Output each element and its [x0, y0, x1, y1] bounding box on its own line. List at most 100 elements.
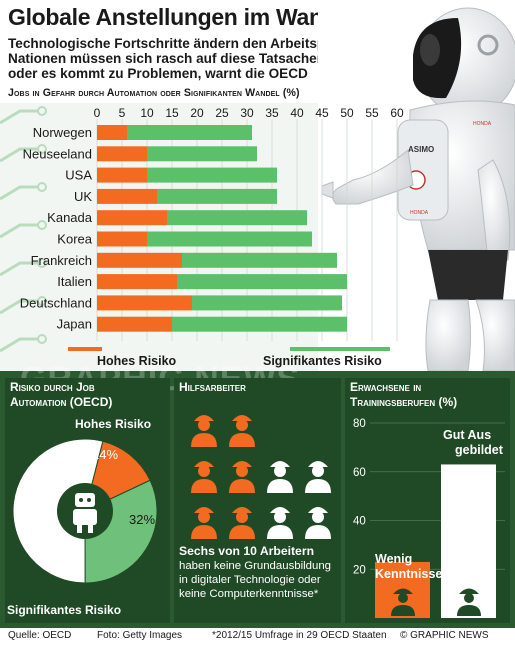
circuit-line	[0, 223, 38, 239]
x-tick-label: 25	[215, 106, 229, 120]
worker-body	[305, 525, 331, 539]
robot-icon-body	[73, 509, 97, 525]
pie-sig-pct: 32%	[129, 512, 155, 527]
worker-body	[191, 525, 217, 539]
worker-body	[305, 479, 331, 493]
worker-body	[267, 479, 293, 493]
stacked-bar-chart: 0 5 10 15 20 25 30 35 40 45 50 55 60 Norwegen Neuseela…	[0, 106, 404, 368]
robot-icon-eye	[79, 498, 83, 502]
bar-significant-risk	[172, 316, 347, 332]
panel-risk-title-b: Automation (OECD)	[10, 395, 113, 409]
robot-icon-leg	[77, 525, 82, 533]
category-label: Japan	[57, 317, 92, 332]
worker-head	[198, 511, 210, 523]
bar-high-risk	[97, 210, 167, 226]
robot-icon-leg	[88, 525, 93, 533]
circuit-node	[37, 144, 47, 154]
worker-body	[267, 525, 293, 539]
workers-grid	[191, 415, 331, 539]
bar-high-risk	[97, 125, 127, 140]
y-tick-label: 60	[353, 467, 366, 479]
bar-high-risk	[97, 252, 182, 268]
bar-significant-risk	[147, 231, 312, 247]
bar-label-well-trained-line2: gebildet	[455, 443, 504, 457]
circuit-line	[0, 261, 38, 277]
worker-icon	[459, 588, 479, 594]
footer: Quelle: OECD Foto: Getty Images *2012/15…	[0, 628, 515, 646]
bar-significant-risk	[157, 188, 277, 204]
worker-icon	[464, 593, 474, 603]
pie-high-pct: 14%	[92, 447, 118, 462]
bar-label-low-skill-line2: Kenntnisse	[375, 567, 442, 581]
category-label: Norwegen	[33, 125, 92, 140]
circuit-line	[0, 337, 38, 353]
worker-icon-unskilled	[229, 461, 255, 493]
category-label: Neuseeland	[23, 146, 92, 161]
robot-icon-head	[75, 493, 95, 507]
legend-high-swatch	[68, 347, 102, 351]
bar-high-risk	[97, 188, 157, 204]
pie-chart: 14% 32%	[12, 438, 158, 584]
circuit-node	[37, 220, 47, 230]
worker-body	[229, 433, 255, 447]
x-tick-label: 60	[390, 106, 404, 120]
panel-risk: Risiko durch Job Automation (OECD) Hohes…	[5, 378, 170, 623]
x-tick-label: 0	[94, 106, 101, 120]
worker-helmet	[232, 415, 252, 421]
panel-training-title-a: Erwachsene in	[350, 380, 422, 394]
chart-label: Jobs in Gefahr durch Automation oder Sig…	[8, 87, 300, 99]
workers-headline: Sechs von 10 Arbeitern	[179, 544, 315, 558]
circuit-line	[0, 109, 38, 125]
page-title: Globale Anstellungen im Wandel	[8, 4, 356, 30]
worker-icon-unskilled	[191, 461, 217, 493]
panel-workers: Hilfsarbeiter Sechs von 10 Arbeitern hab…	[174, 378, 341, 623]
worker-body	[191, 433, 217, 447]
circuit-node	[37, 182, 47, 192]
y-tick-label: 40	[353, 516, 366, 528]
x-tick-label: 20	[190, 106, 204, 120]
bar-label-low-skill-line1: Wenig	[375, 552, 412, 566]
bar-significant-risk	[177, 274, 347, 290]
svg-text:ASIMO: ASIMO	[408, 145, 434, 154]
x-tick-label: 15	[165, 106, 179, 120]
worker-head	[198, 465, 210, 477]
page-subtitle: Technologische Fortschritte ändern den A…	[8, 36, 392, 81]
panel-training: Erwachsene in Trainingsberufen (%) 20 40 6…	[345, 378, 510, 623]
svg-text:HONDA: HONDA	[410, 210, 429, 216]
worker-head	[312, 511, 324, 523]
bar-high-risk	[97, 295, 192, 311]
workers-text: haben keine Grundausbildung in digitaler…	[179, 560, 331, 600]
worker-helmet	[194, 415, 214, 421]
x-tick-label: 30	[240, 106, 254, 120]
bar-significant-risk	[147, 167, 277, 183]
worker-head	[274, 511, 286, 523]
worker-helmet	[194, 507, 214, 513]
x-tick-label: 10	[140, 106, 154, 120]
category-label: UK	[74, 189, 92, 204]
worker-helmet	[308, 507, 328, 513]
worker-icon-unskilled	[229, 415, 255, 447]
panel-workers-title: Hilfsarbeiter	[179, 380, 246, 394]
category-label: Kanada	[47, 210, 93, 225]
x-tick-label: 5	[119, 106, 126, 120]
worker-icon	[393, 588, 413, 594]
circuit-node	[37, 106, 47, 116]
category-label: Deutschland	[20, 295, 92, 310]
worker-icon-unskilled	[191, 507, 217, 539]
circuit-node	[37, 258, 47, 268]
worker-icon	[457, 605, 481, 616]
legend-sig-swatch	[290, 347, 390, 351]
bar-high-risk	[97, 146, 147, 162]
bar-significant-risk	[167, 210, 307, 226]
bar-significant-risk	[147, 146, 257, 162]
worker-icon	[267, 461, 293, 493]
footer-photo: Foto: Getty Images	[97, 630, 183, 641]
bar-significant-risk	[127, 125, 252, 140]
category-label: Korea	[57, 232, 92, 247]
circuit-line	[0, 185, 38, 201]
worker-head	[236, 465, 248, 477]
worker-icon	[267, 507, 293, 539]
y-tick-label: 80	[353, 418, 366, 430]
circuit-node	[37, 296, 47, 306]
